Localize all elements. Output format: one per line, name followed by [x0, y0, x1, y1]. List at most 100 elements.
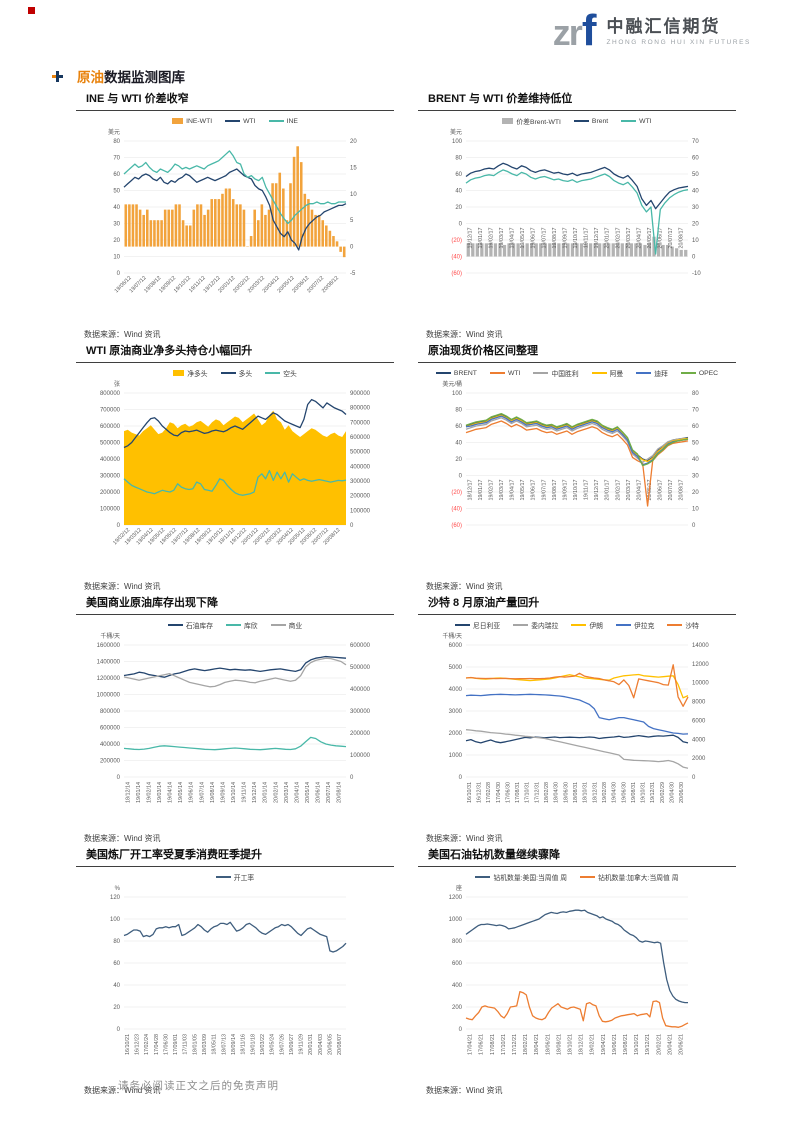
svg-text:18/06/30: 18/06/30 — [563, 782, 569, 803]
svg-text:19/11/17: 19/11/17 — [584, 480, 590, 501]
legend-label: 价差Brent-WTI — [516, 119, 561, 126]
legend-label: INE-WTI — [186, 117, 213, 125]
legend-item: OPEC — [680, 370, 718, 377]
series-WTI — [465, 169, 689, 255]
svg-text:700000: 700000 — [350, 420, 371, 426]
svg-text:0: 0 — [350, 523, 354, 529]
svg-text:0: 0 — [350, 775, 354, 781]
svg-text:19/08/21: 19/08/21 — [623, 1034, 629, 1055]
svg-text:18/12/17: 18/12/17 — [467, 479, 473, 500]
svg-text:19/12/14: 19/12/14 — [252, 782, 258, 803]
svg-text:20/01/14: 20/01/14 — [263, 782, 269, 803]
data-source-label: 数据来源：Wind 资讯 — [84, 582, 161, 591]
chart-block-7: 美国炼厂开工率受夏季消费旺季提升 开工率 120 100 80 60 40 20 0% 16/10… — [76, 844, 394, 1095]
svg-text:700000: 700000 — [100, 408, 121, 414]
svg-text:19/01/17: 19/01/17 — [478, 227, 484, 248]
svg-text:400: 400 — [452, 983, 463, 989]
series-Brent — [465, 162, 689, 210]
svg-text:20/02/17: 20/02/17 — [615, 227, 621, 248]
svg-text:800: 800 — [452, 939, 463, 945]
legend-item: 库欣 — [226, 620, 258, 630]
logo-abbreviation: zr f — [553, 8, 597, 52]
svg-text:19/10/17: 19/10/17 — [573, 227, 579, 248]
legend-item: 阿曼 — [591, 368, 623, 378]
svg-text:19/06/30: 19/06/30 — [621, 782, 627, 803]
axis-right: 20 15 10 5 0 -5 — [350, 139, 357, 277]
svg-text:20: 20 — [113, 238, 120, 244]
svg-text:(60): (60) — [451, 271, 462, 277]
svg-text:300000: 300000 — [350, 709, 371, 715]
axis-unit-label: 张 — [114, 380, 120, 388]
legend-item: 空头 — [265, 368, 297, 378]
svg-text:19/09/17: 19/09/17 — [562, 227, 568, 248]
legend-swatch — [680, 371, 696, 375]
svg-text:30: 30 — [692, 205, 699, 211]
chart-canvas: 6000500040003000200010000140001200010000… — [442, 632, 709, 803]
svg-text:1600000: 1600000 — [97, 643, 121, 649]
series-价差Brent-WTI — [466, 236, 688, 257]
svg-text:19/10/31: 19/10/31 — [641, 782, 647, 803]
series-净多头 — [124, 410, 346, 525]
svg-text:19/05/17: 19/05/17 — [520, 227, 526, 248]
legend-item: 尼日利亚 — [455, 620, 500, 630]
svg-text:18/04/21: 18/04/21 — [534, 1034, 540, 1055]
legend-label: 库欣 — [244, 623, 258, 630]
legend-swatch — [621, 119, 637, 123]
legend-label: INE — [286, 117, 298, 125]
svg-text:20/02/21: 20/02/21 — [656, 1034, 662, 1055]
series-商业 — [123, 657, 347, 688]
svg-text:19/12/17: 19/12/17 — [594, 479, 600, 500]
axis-unit-label: 千桶/天 — [100, 632, 120, 640]
svg-text:19/11/14: 19/11/14 — [242, 782, 248, 803]
axis-left: 6000 5000 4000 3000 2000 1000 0 — [449, 643, 688, 781]
legend-item: 净多头 — [173, 368, 208, 378]
legend-swatch — [615, 623, 631, 627]
charts-grid: INE 与 WTI 价差收窄 INE-WTI WTI INE 80 70 60 50 40 30 2… — [76, 88, 736, 1095]
svg-text:200000: 200000 — [350, 731, 371, 737]
axis-left: 80 70 60 50 40 30 20 10 0 — [113, 139, 346, 277]
legend-label: 伊朗 — [589, 623, 603, 630]
svg-text:400000: 400000 — [350, 464, 371, 470]
series-石油库存 — [123, 655, 347, 678]
svg-text:19/09/14: 19/09/14 — [220, 782, 226, 803]
svg-text:0: 0 — [117, 523, 121, 529]
axis-unit-label: 千桶/天 — [442, 632, 462, 640]
svg-text:19/05/17: 19/05/17 — [520, 479, 526, 500]
svg-text:40: 40 — [113, 983, 120, 989]
svg-text:19/07/14: 19/07/14 — [199, 782, 205, 803]
svg-text:70: 70 — [692, 139, 699, 145]
svg-text:1000: 1000 — [449, 753, 463, 759]
data-source-label: 数据来源：Wind 资讯 — [84, 330, 161, 339]
svg-text:20/06/17: 20/06/17 — [658, 479, 664, 500]
series-伊拉克 — [465, 693, 689, 735]
series-INE — [123, 150, 346, 225]
svg-text:17/04/30: 17/04/30 — [496, 782, 502, 803]
chart-legend: 石油库存 库欣 商业 — [76, 620, 394, 630]
svg-text:12000: 12000 — [692, 662, 709, 668]
company-name-en: ZHONG RONG HUI XIN FUTURES — [606, 39, 751, 46]
svg-text:20/08/07: 20/08/07 — [337, 1034, 343, 1055]
legend-label: 石油库存 — [185, 623, 213, 630]
legend-label: 尼日利亚 — [473, 623, 501, 630]
svg-text:20: 20 — [455, 457, 462, 463]
svg-text:-5: -5 — [350, 271, 356, 277]
svg-text:20/03/17: 20/03/17 — [626, 227, 632, 248]
svg-text:20: 20 — [350, 139, 357, 145]
data-source-label: 数据来源：Wind 资讯 — [426, 330, 503, 339]
legend-swatch — [435, 371, 451, 375]
legend-item: WTI — [225, 117, 256, 125]
svg-text:4000: 4000 — [692, 737, 706, 743]
legend-label: WTI — [243, 117, 256, 125]
svg-text:19/06/21: 19/06/21 — [612, 1034, 618, 1055]
legend-item: 迪拜 — [636, 368, 668, 378]
svg-text:1000: 1000 — [449, 917, 463, 923]
svg-text:600000: 600000 — [100, 726, 121, 732]
svg-text:20/01/17: 20/01/17 — [605, 479, 611, 500]
svg-text:20/06/21: 20/06/21 — [678, 1034, 684, 1055]
svg-text:19/02/17: 19/02/17 — [488, 227, 494, 248]
svg-text:18/12/17: 18/12/17 — [467, 227, 473, 248]
svg-text:50: 50 — [113, 189, 120, 195]
svg-text:17/10/21: 17/10/21 — [501, 1034, 507, 1055]
legend-item: 石油库存 — [167, 620, 213, 630]
